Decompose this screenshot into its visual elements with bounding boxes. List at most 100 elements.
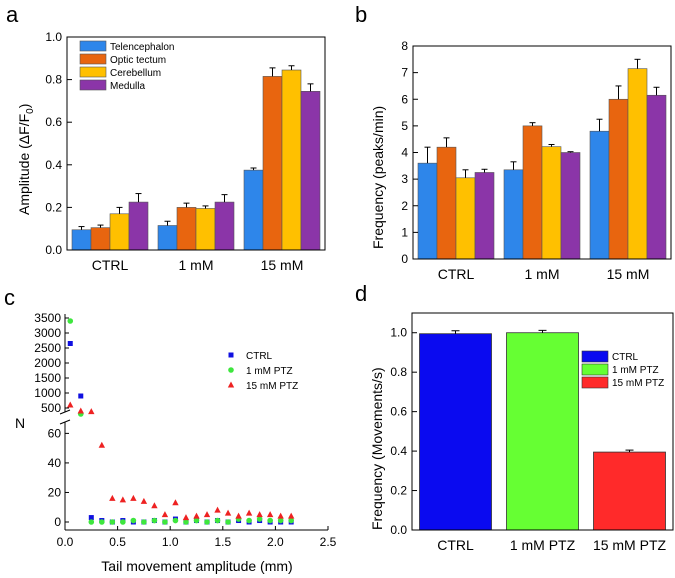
panel-c-y-label: N	[15, 415, 25, 431]
point-1 mM PTZ	[225, 519, 231, 525]
y-tick-label: 8	[401, 39, 408, 53]
y-tick-label: 0	[401, 252, 408, 266]
panel-b-letter: b	[355, 2, 367, 27]
y-tick-label: 1500	[34, 371, 61, 385]
point-1 mM PTZ	[204, 519, 210, 525]
point-15 mM PTZ	[88, 408, 95, 415]
point-15 mM PTZ	[277, 512, 284, 519]
bar-1 mM-Medulla	[214, 201, 235, 251]
point-15 mM PTZ	[256, 511, 263, 518]
point-15 mM PTZ	[140, 497, 148, 504]
panel-d-bars	[419, 329, 666, 531]
point-1 mM PTZ	[214, 517, 221, 524]
bar-15 mM PTZ	[593, 451, 666, 531]
y-tick-label: 500	[41, 401, 61, 415]
x-tick-label: 1.0	[162, 535, 179, 549]
panel-a-frame	[66, 36, 326, 251]
point-15 mM PTZ	[182, 514, 190, 521]
point-15 mM PTZ	[109, 494, 116, 501]
y-tick-label: 3	[401, 172, 408, 186]
panel-d-legend: CTRL 1 mM PTZ 15 mM PTZ	[581, 350, 664, 389]
bar-15 mM-Optic tectum	[608, 98, 629, 260]
bar-CTRL	[419, 333, 492, 531]
point-1 mM PTZ	[246, 517, 252, 524]
panel-d-y-ticks: 0.0 0.2 0.4 0.6 0.8 1.0	[390, 326, 417, 537]
panel-d: d 0.0 0.2 0.4 0.6 0.8 1.0 CTRL 1 mM PTZ 15 mM P…	[355, 281, 674, 553]
bar-15 mM-Medulla	[646, 94, 667, 260]
panel-c-letter: c	[4, 285, 15, 310]
point-15 mM PTZ	[67, 401, 74, 408]
point-15 mM PTZ	[224, 509, 232, 516]
category-label: 15 mM	[607, 266, 650, 282]
bar-15 mM-Medulla	[300, 91, 321, 251]
point-15 mM PTZ	[130, 494, 137, 501]
y-tick-label: 7	[401, 66, 408, 80]
category-label: 1 mM	[525, 266, 560, 282]
point-15 mM PTZ	[203, 511, 211, 518]
legend-label: CTRL	[612, 352, 639, 363]
legend-swatch	[79, 40, 107, 52]
point-15 mM PTZ	[245, 509, 253, 516]
point-1 mM PTZ	[109, 519, 116, 525]
legend-label: 15 mM PTZ	[246, 381, 298, 392]
point-CTRL	[78, 393, 84, 399]
bar-1 mM-Telencephalon	[503, 169, 524, 260]
panel-d-y-label: Frequency (Movements/s)	[369, 367, 385, 530]
legend-label: Telencephalon	[110, 42, 175, 53]
bar-CTRL-Cerebellum	[109, 213, 130, 251]
axis-break-mark	[59, 419, 71, 425]
category-label: CTRL	[438, 266, 475, 282]
point-15 mM PTZ	[266, 511, 274, 518]
panel-c-legend: CTRL 1 mM PTZ 15 mM PTZ	[227, 351, 298, 392]
point-15 mM PTZ	[235, 512, 242, 519]
bar-1 mM PTZ	[506, 332, 579, 531]
y-tick-label: 60	[48, 426, 62, 440]
panel-d-categories: CTRL 1 mM PTZ 15 mM PTZ	[437, 537, 666, 553]
y-tick-label: 3000	[34, 326, 61, 340]
legend-label: 1 mM PTZ	[612, 365, 659, 376]
point-1 mM PTZ	[183, 519, 189, 525]
category-label: 1 mM	[179, 257, 214, 273]
panel-a-bars	[71, 65, 321, 251]
bar-1 mM-Cerebellum	[541, 146, 562, 260]
bar-CTRL-Medulla	[474, 172, 495, 260]
panel-a: a 0.0 0.2 0.4 0.6 0.8 1.0 CTRL 1 mM 15 mM Ampli…	[6, 2, 326, 273]
category-label: 15 mM	[261, 257, 304, 273]
panel-b-categories: CTRL 1 mM 15 mM	[438, 266, 650, 282]
point-15 mM PTZ	[77, 407, 84, 414]
y-tick-label: 0.8	[390, 365, 407, 379]
axis-break-mark	[59, 409, 71, 415]
panel-b-frame	[412, 45, 672, 260]
point-15 mM PTZ	[287, 512, 295, 519]
legend-marker	[228, 367, 234, 373]
bar-15 mM-Cerebellum	[627, 68, 648, 260]
legend-swatch	[581, 376, 609, 389]
point-1 mM PTZ	[267, 517, 273, 524]
point-1 mM PTZ	[130, 517, 137, 524]
y-tick-label: 2000	[34, 356, 61, 370]
panel-a-letter: a	[6, 2, 19, 27]
panel-b-y-label: Frequency (peaks/min)	[370, 106, 386, 249]
point-1 mM PTZ	[120, 519, 126, 525]
point-1 mM PTZ	[88, 519, 95, 525]
panel-b-y-ticks: 0 1 2 3 4 5 6 7 8	[401, 39, 418, 266]
bar-CTRL-Medulla	[128, 201, 149, 251]
point-15 mM PTZ	[214, 506, 221, 513]
legend-label: CTRL	[246, 351, 273, 362]
y-tick-label: 0.2	[390, 484, 407, 498]
y-tick-label: 6	[401, 92, 408, 106]
legend-label: Optic tectum	[110, 55, 166, 66]
y-tick-label: 0.8	[45, 73, 62, 87]
category-label: CTRL	[92, 257, 129, 273]
y-tick-label: 3500	[34, 311, 61, 325]
point-15 mM PTZ	[119, 496, 127, 503]
bar-CTRL-Optic tectum	[90, 227, 111, 251]
panel-b: b 0 1 2 3 4 5 6 7 8 CTRL 1 mM 15 mM Frequency (pea…	[355, 2, 672, 282]
bar-1 mM-Cerebellum	[195, 208, 216, 251]
legend-swatch	[79, 66, 107, 78]
point-15 mM PTZ	[193, 512, 200, 519]
bar-1 mM-Optic tectum	[176, 207, 197, 251]
panel-a-legend: Telencephalon Optic tectum Cerebellum Medul…	[79, 40, 175, 92]
